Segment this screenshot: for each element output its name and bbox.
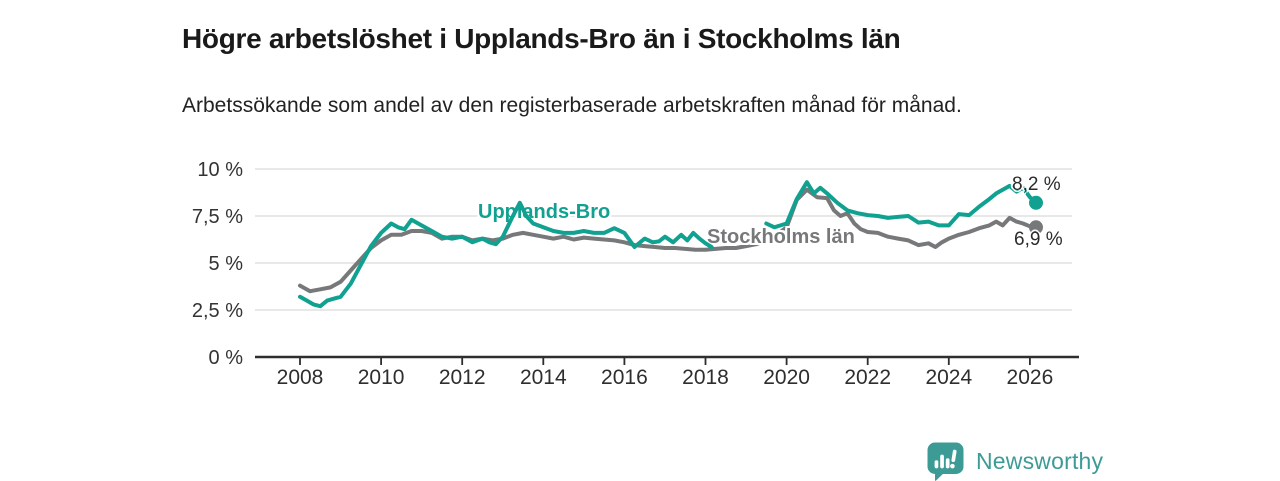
newsworthy-logo[interactable]: Newsworthy — [926, 441, 1103, 481]
x-tick-label: 2018 — [682, 366, 729, 389]
page-title: Högre arbetslöshet i Upplands-Bro än i S… — [182, 22, 901, 54]
bar-chart-speech-bubble-icon — [927, 442, 964, 481]
x-tick-label: 2026 — [1007, 366, 1054, 389]
y-tick-label: 10 % — [197, 159, 243, 181]
x-tick-label: 2012 — [439, 366, 486, 389]
y-tick-label: 0 % — [209, 347, 244, 369]
y-tick-label: 7,5 % — [192, 206, 243, 228]
x-tick-label: 2016 — [601, 366, 648, 389]
brand-name: Newsworthy — [976, 447, 1104, 474]
series-end-dot-upplands-bro — [1029, 195, 1043, 210]
x-tick-label: 2008 — [277, 366, 324, 389]
chart-subtitle: Arbetssökande som andel av den registerb… — [182, 94, 962, 117]
x-tick-label: 2020 — [763, 366, 810, 389]
series-label-upplands-bro: Upplands-Bro — [478, 201, 611, 223]
y-tick-label: 2,5 % — [192, 300, 243, 322]
end-value-label-upplands-bro: 8,2 % — [1012, 174, 1061, 195]
x-tick-label: 2024 — [925, 366, 972, 389]
series-line-upplands-bro — [764, 180, 1038, 230]
y-tick-label: 5 % — [209, 253, 244, 275]
x-tick-label: 2022 — [844, 366, 891, 389]
series-label-stockholms-lan: Stockholms län — [707, 226, 855, 248]
end-value-label-stockholms-lan: 6,9 % — [1014, 229, 1063, 250]
x-tick-label: 2014 — [520, 366, 567, 389]
series-line-stockholms-lan — [298, 187, 1038, 294]
x-tick-label: 2010 — [358, 366, 405, 389]
